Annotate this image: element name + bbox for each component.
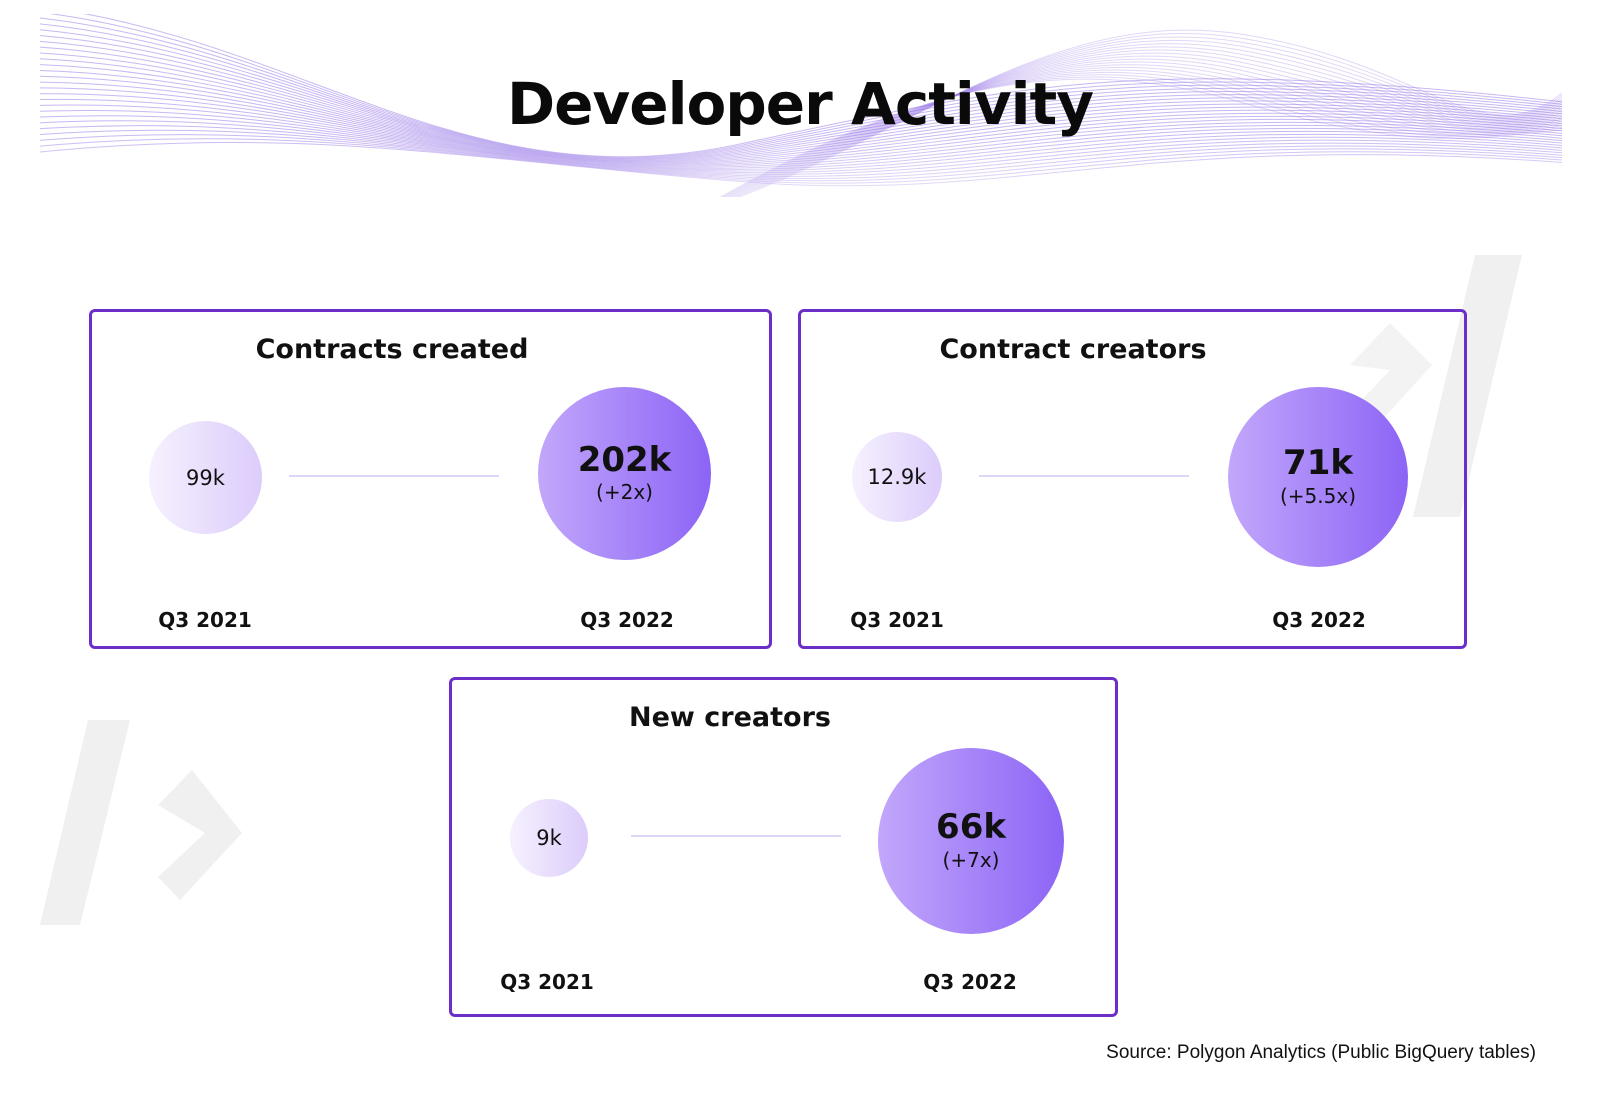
period-label-q3-2022: Q3 2022 bbox=[923, 970, 1017, 994]
connector-line bbox=[979, 475, 1189, 477]
connector-line bbox=[289, 475, 499, 477]
bubble-q3-2022: 202k (+2x) bbox=[538, 387, 711, 560]
growth-label: (+2x) bbox=[596, 480, 653, 505]
card-title: New creators bbox=[629, 702, 831, 733]
bubble-value: 202k bbox=[577, 439, 672, 480]
card-new-creators: New creators 9k 66k (+7x) Q3 2021 Q3 202… bbox=[449, 677, 1118, 1017]
bubble-value: 71k bbox=[1283, 443, 1353, 484]
bubble-q3-2022: 71k (+5.5x) bbox=[1228, 387, 1408, 567]
card-contract-creators: Contract creators 12.9k 71k (+5.5x) Q3 2… bbox=[798, 309, 1467, 649]
growth-label: (+5.5x) bbox=[1279, 483, 1356, 508]
period-label-q3-2021: Q3 2021 bbox=[158, 608, 252, 632]
period-label-q3-2021: Q3 2021 bbox=[850, 608, 944, 632]
bubble-value: 66k bbox=[936, 807, 1006, 848]
connector-line bbox=[631, 835, 841, 837]
growth-label: (+7x) bbox=[942, 847, 1000, 872]
background-slash-decoration bbox=[1310, 255, 1522, 517]
bubble-value: 9k bbox=[536, 826, 562, 850]
header-banner bbox=[40, 14, 1562, 197]
background-chevron-decoration bbox=[40, 720, 242, 925]
page-title: Developer Activity bbox=[506, 70, 1094, 138]
bubble-value: 12.9k bbox=[867, 465, 927, 489]
bubble-q3-2021: 12.9k bbox=[852, 432, 942, 522]
bubble-q3-2021: 99k bbox=[149, 421, 262, 534]
period-label-q3-2022: Q3 2022 bbox=[580, 608, 674, 632]
period-label-q3-2022: Q3 2022 bbox=[1272, 608, 1366, 632]
period-label-q3-2021: Q3 2021 bbox=[500, 970, 594, 994]
card-title: Contract creators bbox=[939, 334, 1207, 365]
bubble-q3-2022: 66k (+7x) bbox=[878, 748, 1064, 934]
card-contracts-created: Contracts created 99k 202k (+2x) Q3 2021… bbox=[89, 309, 772, 649]
source-note: Source: Polygon Analytics (Public BigQue… bbox=[1106, 1042, 1536, 1063]
bubble-value: 99k bbox=[186, 465, 225, 490]
card-title: Contracts created bbox=[255, 334, 529, 365]
wave-line-pattern bbox=[40, 14, 1562, 197]
bubble-q3-2021: 9k bbox=[510, 799, 588, 877]
